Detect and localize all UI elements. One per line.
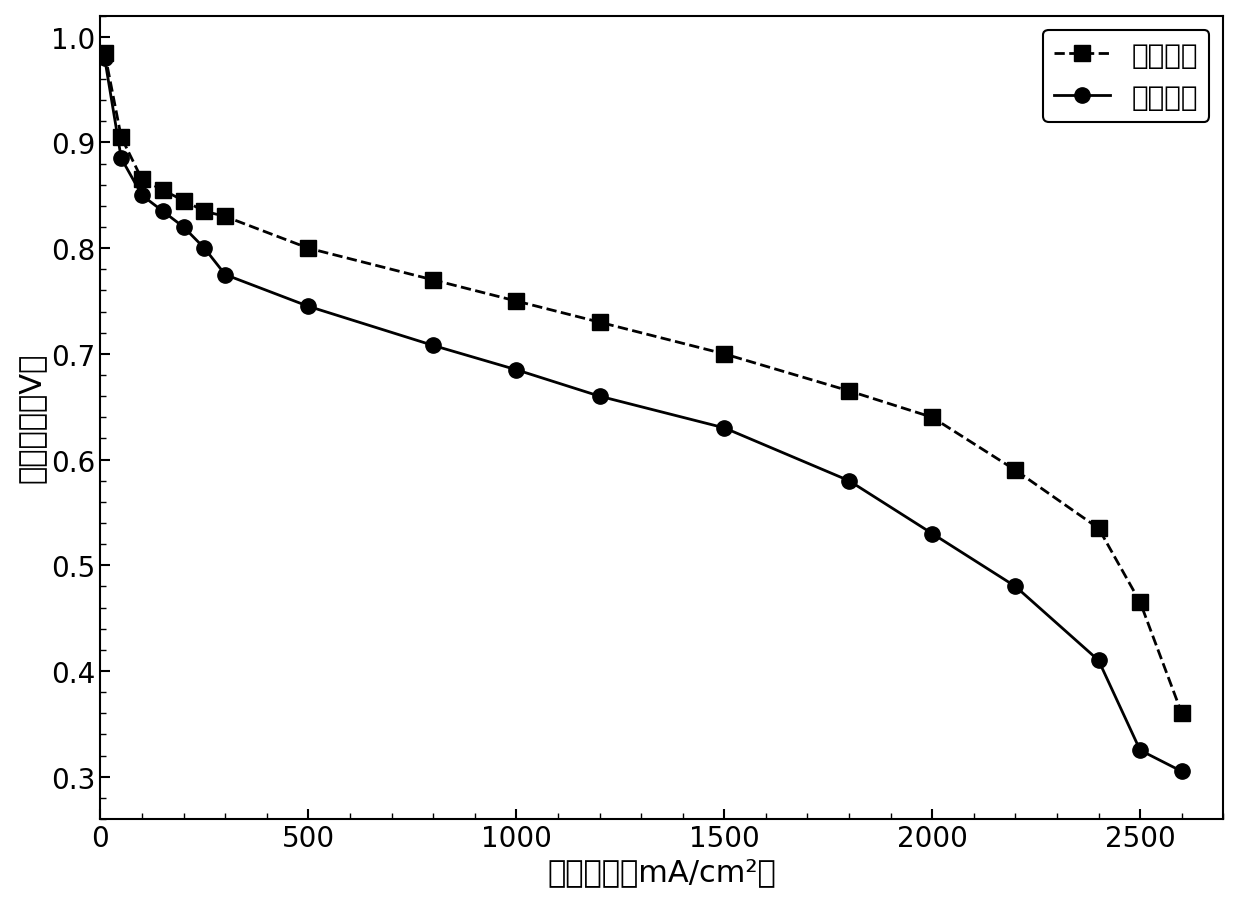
两个涂头 [925,413,940,424]
两个涂头 [717,349,732,360]
单个涂头 [1174,766,1189,777]
单个涂头 [508,365,523,376]
两个涂头 [508,296,523,307]
两个涂头 [176,196,191,207]
单个涂头 [1132,745,1147,756]
两个涂头 [218,212,233,223]
单个涂头 [925,528,940,539]
单个涂头 [1008,582,1023,592]
两个涂头 [197,207,212,218]
两个涂头 [1091,523,1106,534]
单个涂头 [1091,656,1106,666]
两个涂头 [97,48,112,59]
Line: 单个涂头: 单个涂头 [97,51,1189,779]
Y-axis label: 电池电压（V）: 电池电压（V） [16,353,46,483]
两个涂头 [114,133,129,144]
单个涂头 [176,222,191,233]
单个涂头 [97,53,112,64]
单个涂头 [301,302,316,312]
单个涂头 [135,191,150,201]
两个涂头 [1132,597,1147,608]
X-axis label: 电流密度（mA/cm²）: 电流密度（mA/cm²） [548,857,776,887]
单个涂头 [591,391,606,402]
两个涂头 [301,244,316,255]
单个涂头 [197,244,212,255]
两个涂头 [155,185,170,196]
Line: 两个涂头: 两个涂头 [97,46,1189,721]
单个涂头 [425,340,440,351]
两个涂头 [135,175,150,186]
单个涂头 [717,423,732,433]
两个涂头 [1008,465,1023,476]
单个涂头 [842,476,857,487]
单个涂头 [114,154,129,164]
Legend: 两个涂头, 单个涂头: 两个涂头, 单个涂头 [1043,31,1209,123]
两个涂头 [1174,708,1189,719]
单个涂头 [155,207,170,218]
两个涂头 [425,275,440,286]
两个涂头 [842,386,857,396]
单个涂头 [218,270,233,281]
两个涂头 [591,317,606,328]
